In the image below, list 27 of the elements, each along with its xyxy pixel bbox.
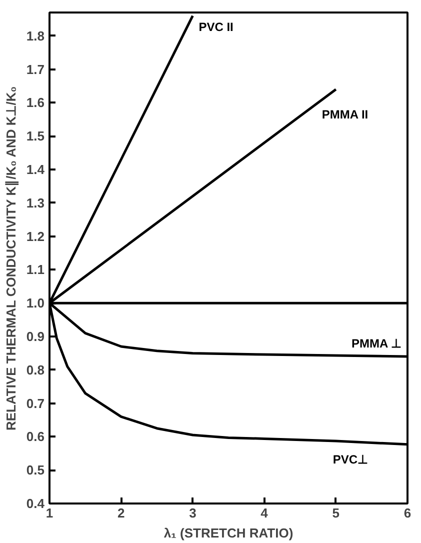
x-tick-label: 1 <box>46 506 54 520</box>
y-tick-label: 1.1 <box>26 262 45 278</box>
y-axis-title: RELATIVE THERMAL CONDUCTIVITY K∥/K₀ AND K⊥/K₀ <box>3 86 20 431</box>
y-tick-label: 1.3 <box>26 195 45 210</box>
y-tick-label: 1.4 <box>26 162 46 177</box>
x-tick-label: 5 <box>332 506 340 520</box>
y-tick-label: 1.2 <box>26 228 45 244</box>
y-tick-label: 0.7 <box>26 396 45 411</box>
y-tick-label: 1.6 <box>26 95 45 110</box>
x-tick-label: 3 <box>189 506 196 520</box>
y-tick-label: 0.9 <box>26 328 45 344</box>
y-tick-label: 1.7 <box>26 62 45 77</box>
y-tick-label: 0.6 <box>26 429 45 444</box>
x-axis-title: λ₁ (STRETCH RATIO) <box>164 526 294 540</box>
series-label: PVC II <box>198 20 234 34</box>
x-tick-label: 2 <box>117 506 125 520</box>
series-label: PMMA II <box>322 107 368 122</box>
y-tick-label: 1.8 <box>26 28 45 44</box>
y-tick-label: 0.4 <box>26 496 46 511</box>
y-tick-label: 0.8 <box>26 362 45 378</box>
x-tick-label: 6 <box>404 506 412 520</box>
y-tick-label: 0.5 <box>26 462 45 478</box>
y-tick-label: 1.0 <box>26 296 45 311</box>
x-tick-label: 4 <box>260 506 269 520</box>
series-label: PVC⊥ <box>332 452 368 466</box>
y-tick-label: 1.5 <box>26 128 45 144</box>
series-label: PMMA ⊥ <box>352 336 402 351</box>
